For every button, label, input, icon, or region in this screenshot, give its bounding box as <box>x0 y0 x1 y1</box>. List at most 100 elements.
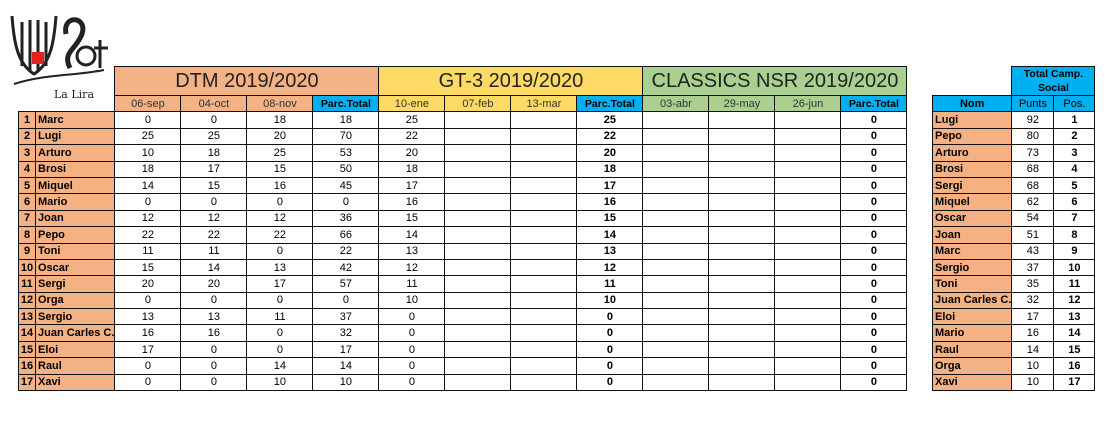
cl-total-cell: 0 <box>840 373 908 392</box>
table-row: 6 Mario 0 0 0 0 16 16 0 <box>18 193 908 211</box>
cl-score-cell <box>708 127 776 146</box>
gt3-score-cell <box>444 324 512 342</box>
rank-cell: 8 <box>18 226 36 244</box>
standings-position: 17 <box>1053 373 1096 392</box>
cl-score-cell <box>708 176 776 195</box>
dtm-score-cell: 13 <box>180 308 248 326</box>
cl-score-cell <box>642 226 710 244</box>
dtm-score-cell: 0 <box>114 373 182 392</box>
gt3-score-cell <box>444 111 512 129</box>
standings-name: Orga <box>931 357 1013 375</box>
standings-position: 8 <box>1053 226 1096 244</box>
standings-position: 11 <box>1053 275 1096 293</box>
table-row: 9 Toni 11 11 0 22 13 13 0 <box>18 242 908 260</box>
dtm-score-cell: 16 <box>180 324 248 342</box>
gt3-score-cell <box>510 226 578 244</box>
standings-row: Orga 10 16 <box>931 357 1096 375</box>
rank-cell: 14 <box>18 324 36 342</box>
gt3-total-cell: 10 <box>576 291 644 310</box>
standings-row: Xavi 10 17 <box>931 373 1096 392</box>
dtm-score-cell: 12 <box>246 209 314 228</box>
table-row: 8 Pepo 22 22 22 66 14 14 0 <box>18 226 908 244</box>
cl-score-cell <box>708 160 776 178</box>
cl-total-cell: 0 <box>840 242 908 260</box>
table-row: 2 Lugi 25 25 20 70 22 22 0 <box>18 127 908 146</box>
gt3-score-cell <box>510 324 578 342</box>
standings-name: Mario <box>931 324 1013 342</box>
standings-row: Joan 51 8 <box>931 226 1096 244</box>
dtm-total-cell: 32 <box>312 324 380 342</box>
gt3-score-cell <box>444 275 512 293</box>
cl-score-cell <box>708 291 776 310</box>
standings-name: Raul <box>931 340 1013 359</box>
dtm-total-cell: 70 <box>312 127 380 146</box>
gt3-score-cell: 12 <box>378 258 446 277</box>
gt3-total-cell: 18 <box>576 160 644 178</box>
standings-points: 14 <box>1011 340 1055 359</box>
rank-cell: 11 <box>18 275 36 293</box>
rank-cell: 7 <box>18 209 36 228</box>
gt3-score-cell <box>444 258 512 277</box>
gt3-total-cell: 0 <box>576 373 644 392</box>
parc-total-header: Parc.Total <box>312 94 380 113</box>
gt3-score-cell <box>510 291 578 310</box>
rank-cell: 9 <box>18 242 36 260</box>
standings-name: Sergi <box>931 176 1013 195</box>
rank-cell: 4 <box>18 160 36 178</box>
gt3-score-cell: 16 <box>378 193 446 211</box>
header-punts: Punts <box>1011 94 1055 113</box>
driver-name: Mario <box>34 193 116 211</box>
dtm-score-cell: 25 <box>114 127 182 146</box>
dtm-score-cell: 18 <box>180 144 248 162</box>
dtm-score-cell: 14 <box>246 357 314 375</box>
dtm-score-cell: 17 <box>114 340 182 359</box>
cl-score-cell <box>642 144 710 162</box>
cl-score-cell <box>642 291 710 310</box>
cl-score-cell <box>708 209 776 228</box>
dtm-score-cell: 14 <box>180 258 248 277</box>
gt3-score-cell <box>510 193 578 211</box>
cl-score-cell <box>774 160 842 178</box>
cl-score-cell <box>642 242 710 260</box>
cl-score-cell <box>642 193 710 211</box>
dtm-total-cell: 50 <box>312 160 380 178</box>
dtm-score-cell: 15 <box>180 176 248 195</box>
standings-row: Raul 14 15 <box>931 340 1096 359</box>
cl-score-cell <box>642 340 710 359</box>
cl-total-cell: 0 <box>840 111 908 129</box>
standings-points: 54 <box>1011 209 1055 228</box>
table-row: 16 Raul 0 0 14 14 0 0 0 <box>18 357 908 375</box>
driver-name: Raul <box>34 357 116 375</box>
gt3-score-cell <box>510 258 578 277</box>
dtm-score-cell: 0 <box>180 357 248 375</box>
date-header: 07-feb <box>444 94 512 113</box>
dtm-score-cell: 0 <box>180 340 248 359</box>
gt3-score-cell: 15 <box>378 209 446 228</box>
driver-name: Pepo <box>34 226 116 244</box>
gt3-score-cell <box>510 308 578 326</box>
standings-row: Eloi 17 13 <box>931 308 1096 326</box>
dtm-score-cell: 12 <box>114 209 182 228</box>
results-table: DTM 2019/2020 GT-3 2019/2020 CLASSICS NS… <box>18 66 908 392</box>
date-header: 08-nov <box>246 94 314 113</box>
gt3-score-cell: 0 <box>378 357 446 375</box>
gt3-score-cell <box>444 291 512 310</box>
cl-total-cell: 0 <box>840 209 908 228</box>
standings-position: 7 <box>1053 209 1096 228</box>
gt3-score-cell <box>510 111 578 129</box>
gt3-score-cell: 20 <box>378 144 446 162</box>
rank-cell: 10 <box>18 258 36 277</box>
standings-name: Toni <box>931 275 1013 293</box>
dtm-score-cell: 16 <box>246 176 314 195</box>
dtm-total-cell: 22 <box>312 242 380 260</box>
date-header: 13-mar <box>510 94 578 113</box>
dtm-score-cell: 0 <box>246 291 314 310</box>
gt3-score-cell <box>510 127 578 146</box>
standings-position: 12 <box>1053 291 1096 310</box>
cl-score-cell <box>708 144 776 162</box>
gt3-total-cell: 0 <box>576 340 644 359</box>
gt3-score-cell <box>444 357 512 375</box>
cl-score-cell <box>642 357 710 375</box>
dtm-score-cell: 17 <box>180 160 248 178</box>
cl-score-cell <box>774 324 842 342</box>
